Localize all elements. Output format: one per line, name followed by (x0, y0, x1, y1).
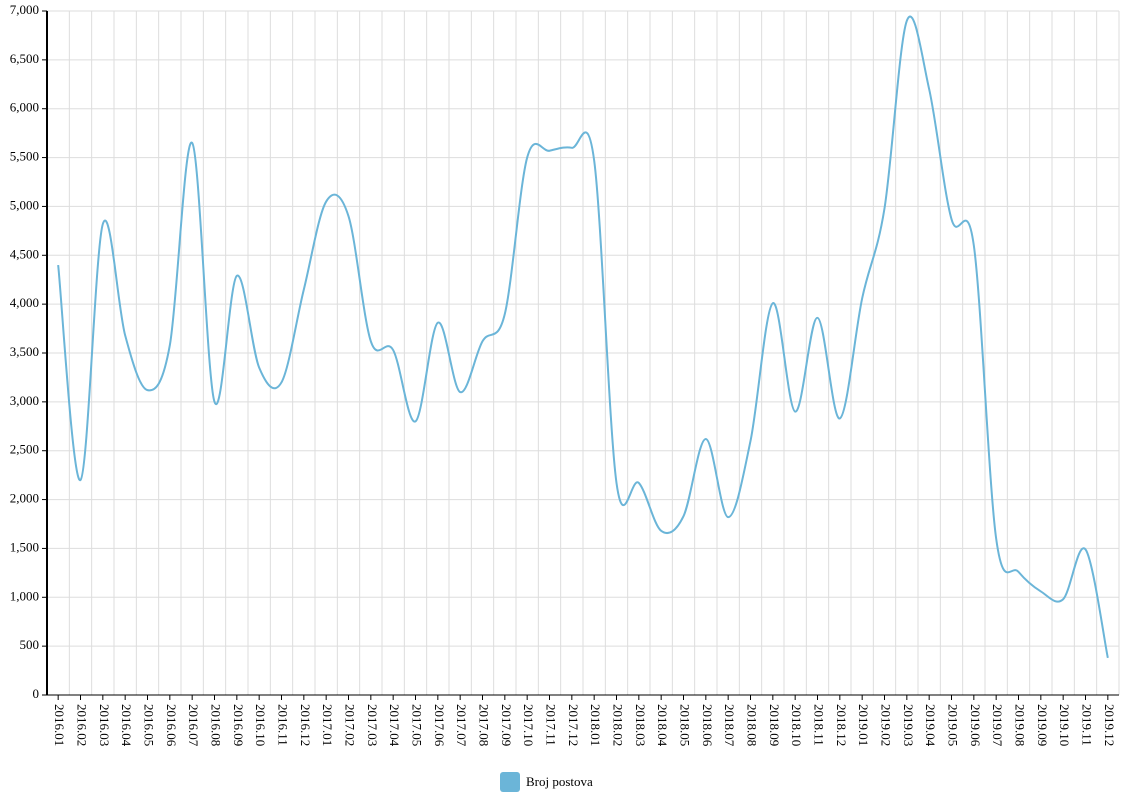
legend-swatch (500, 772, 520, 792)
x-tick-label: 2016.10 (253, 704, 268, 746)
y-tick-label: 2,000 (10, 491, 39, 506)
y-tick-label: 2,500 (10, 442, 39, 457)
y-tick-label: 1,000 (10, 588, 39, 603)
x-tick-label: 2019.09 (1035, 704, 1050, 746)
x-tick-label: 2018.09 (767, 704, 782, 746)
x-tick-label: 2016.11 (276, 704, 291, 746)
x-tick-label: 2017.07 (454, 704, 469, 747)
x-tick-label: 2017.11 (544, 704, 559, 746)
x-tick-label: 2017.02 (343, 704, 358, 746)
x-tick-label: 2016.05 (142, 704, 157, 746)
x-tick-label: 2016.12 (298, 704, 313, 746)
y-tick-label: 3,000 (10, 393, 39, 408)
x-tick-label: 2019.03 (901, 704, 916, 746)
x-tick-label: 2018.02 (611, 704, 626, 746)
x-tick-label: 2017.04 (387, 704, 402, 747)
x-tick-label: 2018.04 (655, 704, 670, 747)
x-tick-label: 2017.09 (499, 704, 514, 746)
x-tick-label: 2017.08 (477, 704, 492, 746)
x-tick-label: 2018.05 (678, 704, 693, 746)
x-tick-label: 2016.02 (75, 704, 90, 746)
x-tick-label: 2017.12 (566, 704, 581, 746)
x-tick-label: 2019.07 (990, 704, 1005, 747)
x-tick-label: 2019.02 (879, 704, 894, 746)
x-tick-label: 2019.12 (1102, 704, 1117, 746)
y-tick-label: 7,000 (10, 2, 39, 17)
y-tick-label: 1,500 (10, 539, 39, 554)
x-tick-label: 2019.08 (1013, 704, 1028, 746)
x-tick-label: 2019.01 (856, 704, 871, 746)
x-tick-label: 2017.05 (410, 704, 425, 746)
x-tick-label: 2018.10 (789, 704, 804, 746)
x-tick-label: 2018.06 (700, 704, 715, 747)
x-tick-label: 2019.11 (1080, 704, 1095, 746)
x-tick-label: 2017.03 (365, 704, 380, 746)
x-tick-label: 2018.08 (745, 704, 760, 746)
y-tick-label: 4,500 (10, 246, 39, 261)
x-tick-label: 2016.09 (231, 704, 246, 746)
x-tick-label: 2016.07 (186, 704, 201, 747)
x-tick-label: 2018.01 (588, 704, 603, 746)
x-tick-label: 2019.04 (923, 704, 938, 747)
y-tick-label: 0 (33, 686, 40, 701)
x-tick-label: 2016.06 (164, 704, 179, 747)
legend-label: Broj postova (526, 774, 593, 789)
x-tick-label: 2019.10 (1057, 704, 1072, 746)
y-tick-label: 5,500 (10, 149, 39, 164)
x-tick-label: 2019.05 (946, 704, 961, 746)
line-series (57, 15, 1109, 659)
x-tick-label: 2016.01 (52, 704, 67, 746)
x-tick-label: 2019.06 (968, 704, 983, 747)
x-tick-label: 2016.03 (97, 704, 112, 746)
y-tick-label: 500 (20, 637, 40, 652)
x-tick-label: 2017.01 (320, 704, 335, 746)
x-tick-label: 2018.11 (812, 704, 827, 746)
x-tick-label: 2018.12 (834, 704, 849, 746)
y-tick-label: 5,000 (10, 197, 39, 212)
x-tick-label: 2017.06 (432, 704, 447, 747)
y-tick-label: 3,500 (10, 344, 39, 359)
y-tick-label: 6,500 (10, 51, 39, 66)
y-tick-label: 6,000 (10, 100, 39, 115)
y-tick-label: 4,000 (10, 295, 39, 310)
x-tick-label: 2017.10 (521, 704, 536, 746)
x-tick-label: 2016.08 (209, 704, 224, 746)
x-tick-label: 2018.03 (633, 704, 648, 746)
x-tick-label: 2018.07 (722, 704, 737, 747)
x-tick-label: 2016.04 (119, 704, 134, 747)
legend-item: Broj postova (500, 772, 593, 792)
